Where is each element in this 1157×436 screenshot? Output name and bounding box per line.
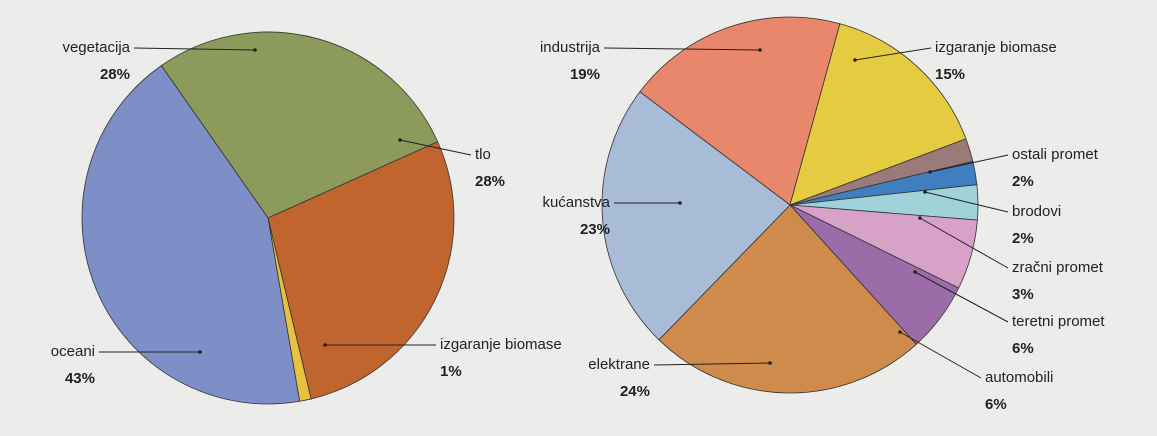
slice-label: izgaranje biomase	[440, 336, 562, 353]
slice-percent: 28%	[475, 173, 505, 190]
slice-percent: 2%	[1012, 230, 1034, 247]
leader-dot	[198, 350, 202, 354]
slice-percent: 6%	[985, 396, 1007, 413]
leader-line	[399, 139, 472, 156]
slice-percent: 28%	[100, 66, 130, 83]
leader-line	[603, 47, 761, 51]
leader-dot	[913, 270, 917, 274]
slice-percent: 1%	[440, 363, 462, 380]
pie-slice	[639, 16, 841, 206]
pie-slice	[81, 65, 301, 405]
leader-line	[924, 191, 1009, 213]
slice-label: teretni promet	[1012, 313, 1105, 330]
leader-line	[133, 47, 256, 51]
leader-dot	[918, 216, 922, 220]
slice-label: industrija	[540, 39, 601, 56]
slice-percent: 24%	[620, 383, 650, 400]
leader-dot	[768, 361, 772, 365]
pie-slice	[789, 23, 967, 206]
leader-dot	[758, 48, 762, 52]
leader-dot	[853, 58, 857, 62]
leader-dot	[928, 170, 932, 174]
leader-dot	[253, 48, 257, 52]
slice-percent: 6%	[1012, 340, 1034, 357]
pie-slice	[160, 31, 439, 219]
slice-label: tlo	[475, 146, 491, 163]
slice-label: kućanstva	[542, 194, 610, 211]
pie-slice	[267, 141, 455, 400]
slice-label: vegetacija	[62, 39, 130, 56]
leader-dot	[323, 343, 327, 347]
slice-label: izgaranje biomase	[935, 39, 1057, 56]
slice-label: zračni promet	[1012, 259, 1104, 276]
leader-dot	[898, 330, 902, 334]
leader-dot	[923, 190, 927, 194]
slice-label: automobili	[985, 369, 1053, 386]
leader-line	[899, 331, 982, 379]
leader-dot	[398, 138, 402, 142]
slice-percent: 15%	[935, 66, 965, 83]
leader-dot	[678, 201, 682, 205]
leader-line	[653, 362, 771, 366]
slice-percent: 19%	[570, 66, 600, 83]
leader-line	[919, 217, 1009, 269]
leader-line	[854, 47, 932, 61]
slice-percent: 43%	[65, 370, 95, 387]
pie-slice	[601, 91, 791, 341]
leader-line	[929, 154, 1009, 173]
slice-label: elektrane	[588, 356, 650, 373]
leader-line	[914, 271, 1009, 323]
slice-label: oceani	[51, 343, 95, 360]
slice-label: brodovi	[1012, 203, 1061, 220]
pie-slice	[658, 204, 917, 394]
slice-label: ostali promet	[1012, 146, 1099, 163]
slice-percent: 23%	[580, 221, 610, 238]
slice-percent: 3%	[1012, 286, 1034, 303]
slice-percent: 2%	[1012, 173, 1034, 190]
